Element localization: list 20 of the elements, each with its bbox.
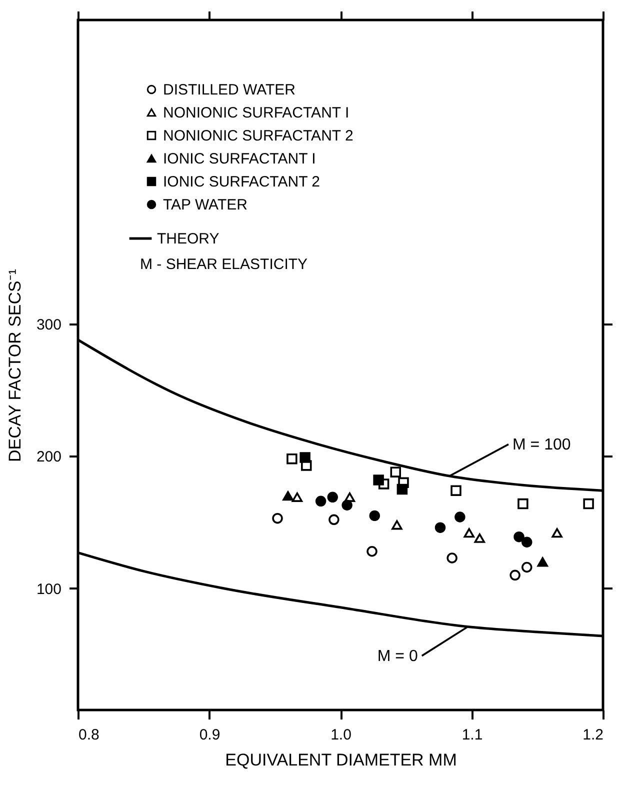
- x-tick-label: 1.1: [462, 726, 483, 744]
- x-axis-title: EQUIVALENT DIAMETER MM: [225, 750, 457, 770]
- annotation: M = 100: [512, 436, 571, 454]
- y-tick-label: 200: [36, 448, 62, 466]
- legend-label: IONIC SURFACTANT I: [163, 150, 316, 168]
- x-tick-label: 0.9: [199, 726, 220, 744]
- legend-label: DISTILLED WATER: [163, 82, 296, 98]
- annotation: M - SHEAR ELASTICITY: [140, 256, 308, 273]
- legend-label: TAP WATER: [163, 196, 248, 214]
- legend-label: IONIC SURFACTANT 2: [163, 174, 320, 190]
- legend-label: NONIONIC SURFACTANT I: [163, 104, 350, 122]
- y-tick-label: 100: [36, 580, 62, 598]
- x-tick-label: 1.0: [330, 726, 352, 744]
- legend-label: THEORY: [157, 230, 220, 248]
- annotation: M = 0: [377, 648, 418, 665]
- y-tick-label: 300: [36, 316, 62, 334]
- x-tick-label: 1.2: [582, 726, 604, 744]
- y-axis-title: DECAY FACTOR SECS⁻¹: [5, 268, 24, 462]
- x-tick-label: 0.8: [78, 726, 100, 744]
- legend-label: NONIONIC SURFACTANT 2: [163, 128, 354, 144]
